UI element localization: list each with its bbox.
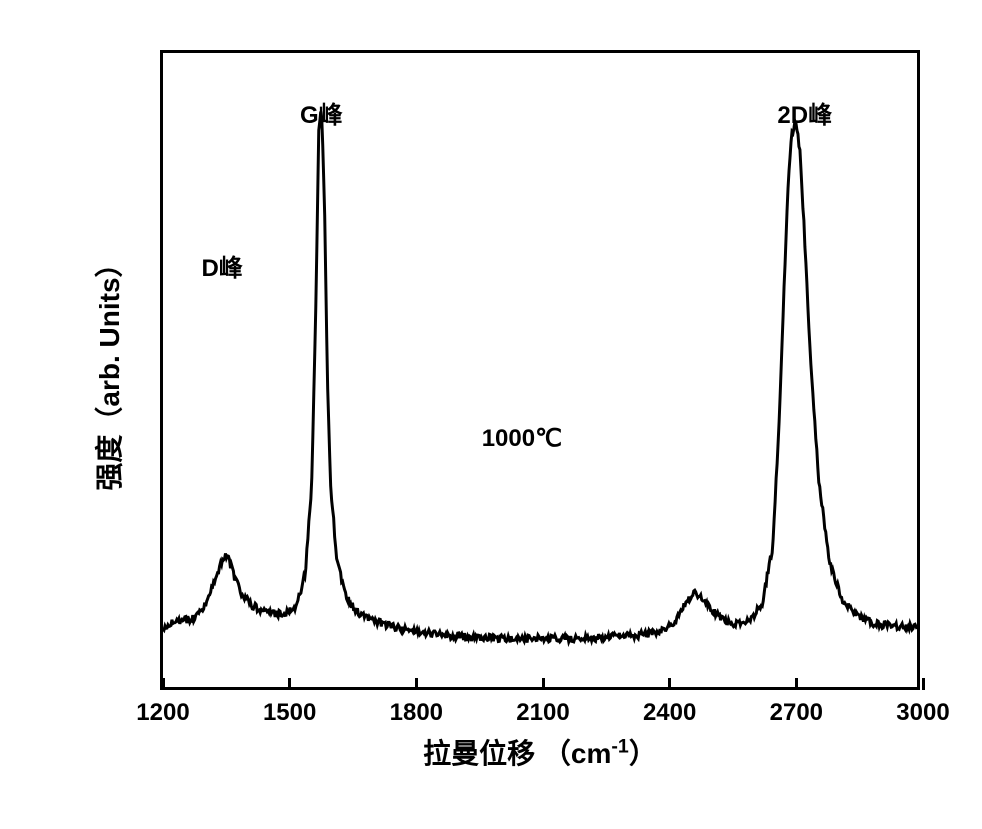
x-tick-label: 1500 xyxy=(263,699,316,727)
y-axis-label: 强度（arb. Units） xyxy=(88,249,128,490)
peak-label: G峰 xyxy=(300,95,343,130)
peak-label: 2D峰 xyxy=(777,95,832,130)
x-axis-label: 拉曼位移 （cm-1） xyxy=(423,732,657,772)
x-tick xyxy=(162,678,165,690)
x-axis-label-prefix: 拉曼位移 （cm xyxy=(423,738,611,769)
x-tick xyxy=(922,678,925,690)
x-tick xyxy=(288,678,291,690)
peak-label: D峰 xyxy=(201,248,242,283)
x-tick-label: 1200 xyxy=(136,699,189,727)
x-tick-label: 1800 xyxy=(390,699,443,727)
x-axis-label-sup: -1 xyxy=(611,736,628,758)
x-tick xyxy=(795,678,798,690)
x-tick-label: 2100 xyxy=(516,699,569,727)
x-tick-label: 2400 xyxy=(643,699,696,727)
spectrum-line xyxy=(163,53,917,687)
x-tick-label: 3000 xyxy=(896,699,949,727)
plot-area: 1200150018002100240027003000 拉曼位移 （cm-1）… xyxy=(160,50,920,690)
x-tick-label: 2700 xyxy=(770,699,823,727)
raman-spectrum-chart: 1200150018002100240027003000 拉曼位移 （cm-1）… xyxy=(60,40,940,790)
x-axis-label-suffix: ） xyxy=(629,738,657,769)
annotation: 1000℃ xyxy=(482,424,562,453)
x-tick xyxy=(415,678,418,690)
x-tick xyxy=(542,678,545,690)
x-tick xyxy=(668,678,671,690)
